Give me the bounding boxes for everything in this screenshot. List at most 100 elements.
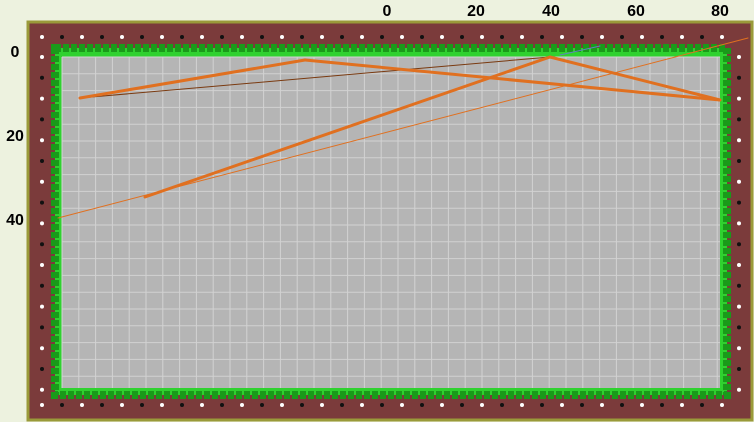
y-axis-label: 40 xyxy=(6,212,24,229)
border-dot xyxy=(380,403,384,407)
border-dot xyxy=(40,117,44,122)
play-area xyxy=(62,57,720,388)
border-dot xyxy=(40,283,44,288)
border-dot xyxy=(737,263,741,267)
border-dot xyxy=(260,403,264,407)
border-dot xyxy=(660,35,664,39)
border-dot xyxy=(340,403,344,407)
border-dot xyxy=(260,35,264,39)
border-dot xyxy=(737,283,741,288)
border-dot xyxy=(737,138,741,143)
border-dot xyxy=(600,403,604,407)
border-dot xyxy=(380,35,384,39)
border-dot xyxy=(40,96,44,101)
border-dot xyxy=(480,35,484,39)
border-dot xyxy=(200,403,204,407)
y-axis-label: 20 xyxy=(6,128,24,145)
border-dot xyxy=(737,117,741,122)
x-axis-label: 60 xyxy=(627,3,645,20)
border-dot xyxy=(120,403,124,407)
border-dot xyxy=(460,403,464,407)
border-dot xyxy=(40,242,44,247)
border-dot xyxy=(640,403,644,407)
border-dot xyxy=(340,35,344,39)
border-dot xyxy=(180,35,184,39)
y-axis-label: 0 xyxy=(11,44,20,61)
path-line xyxy=(303,58,722,102)
border-dot xyxy=(300,35,304,39)
path-line xyxy=(559,45,601,56)
border-dot xyxy=(520,403,524,407)
border-dot xyxy=(737,242,741,247)
border-dot xyxy=(40,304,44,309)
border-dot xyxy=(737,387,741,392)
green-border-tiles xyxy=(51,44,731,399)
border-dot xyxy=(737,325,741,330)
border-dot xyxy=(737,159,741,163)
border-dot xyxy=(540,403,544,407)
border-dot xyxy=(440,403,444,407)
border-dot xyxy=(100,35,104,39)
paths xyxy=(57,37,749,219)
border-dot xyxy=(680,403,684,407)
border-dot xyxy=(40,138,44,143)
border-dot xyxy=(40,55,44,59)
border-dot xyxy=(500,403,504,407)
border-dot xyxy=(40,263,44,267)
border-dot xyxy=(280,35,284,39)
path-line xyxy=(79,56,551,99)
border-dot xyxy=(580,403,584,407)
border-dot xyxy=(460,35,464,39)
border-dot xyxy=(120,35,124,39)
border-dot xyxy=(240,35,244,39)
border-dot xyxy=(737,221,741,226)
border-dot xyxy=(40,200,44,205)
border-dot xyxy=(40,179,44,184)
border-dot xyxy=(560,403,564,407)
x-axis-label: 0 xyxy=(383,3,392,20)
border-dot xyxy=(40,387,44,392)
border-dot xyxy=(80,403,84,407)
border-dot xyxy=(40,325,44,330)
border-dot xyxy=(500,35,504,39)
border-dot xyxy=(240,403,244,407)
border-dot xyxy=(420,35,424,39)
path-line xyxy=(143,55,552,199)
border-dot xyxy=(220,35,224,39)
border-dot xyxy=(100,403,104,407)
border-dot xyxy=(480,403,484,407)
border-dot xyxy=(220,403,224,407)
border-dot xyxy=(40,75,44,80)
border-dot xyxy=(640,35,644,39)
border-dot xyxy=(360,35,364,39)
border-dot xyxy=(60,35,64,39)
border-dot xyxy=(737,367,741,371)
border-dot xyxy=(440,35,444,39)
border-dot xyxy=(40,221,44,226)
border-dot xyxy=(737,179,741,184)
border-dot xyxy=(580,35,584,39)
border-dot xyxy=(620,35,624,39)
border-dot xyxy=(600,35,604,39)
border-dot xyxy=(40,367,44,371)
border-dot xyxy=(200,35,204,39)
border-dot xyxy=(680,35,684,39)
border-dot xyxy=(140,403,144,407)
border-dot xyxy=(720,403,724,407)
border-dot xyxy=(160,403,164,407)
border-dot xyxy=(700,35,704,39)
border-dot xyxy=(737,200,741,205)
border-dot xyxy=(80,35,84,39)
border-dot xyxy=(420,403,424,407)
border-dot xyxy=(160,35,164,39)
x-axis-label: 80 xyxy=(711,3,729,20)
border-dot xyxy=(620,403,624,407)
border-dot xyxy=(300,403,304,407)
border-dot xyxy=(737,346,741,351)
border-dot xyxy=(700,403,704,407)
border-dot xyxy=(520,35,524,39)
border-dots xyxy=(40,35,741,407)
border-dot xyxy=(560,35,564,39)
